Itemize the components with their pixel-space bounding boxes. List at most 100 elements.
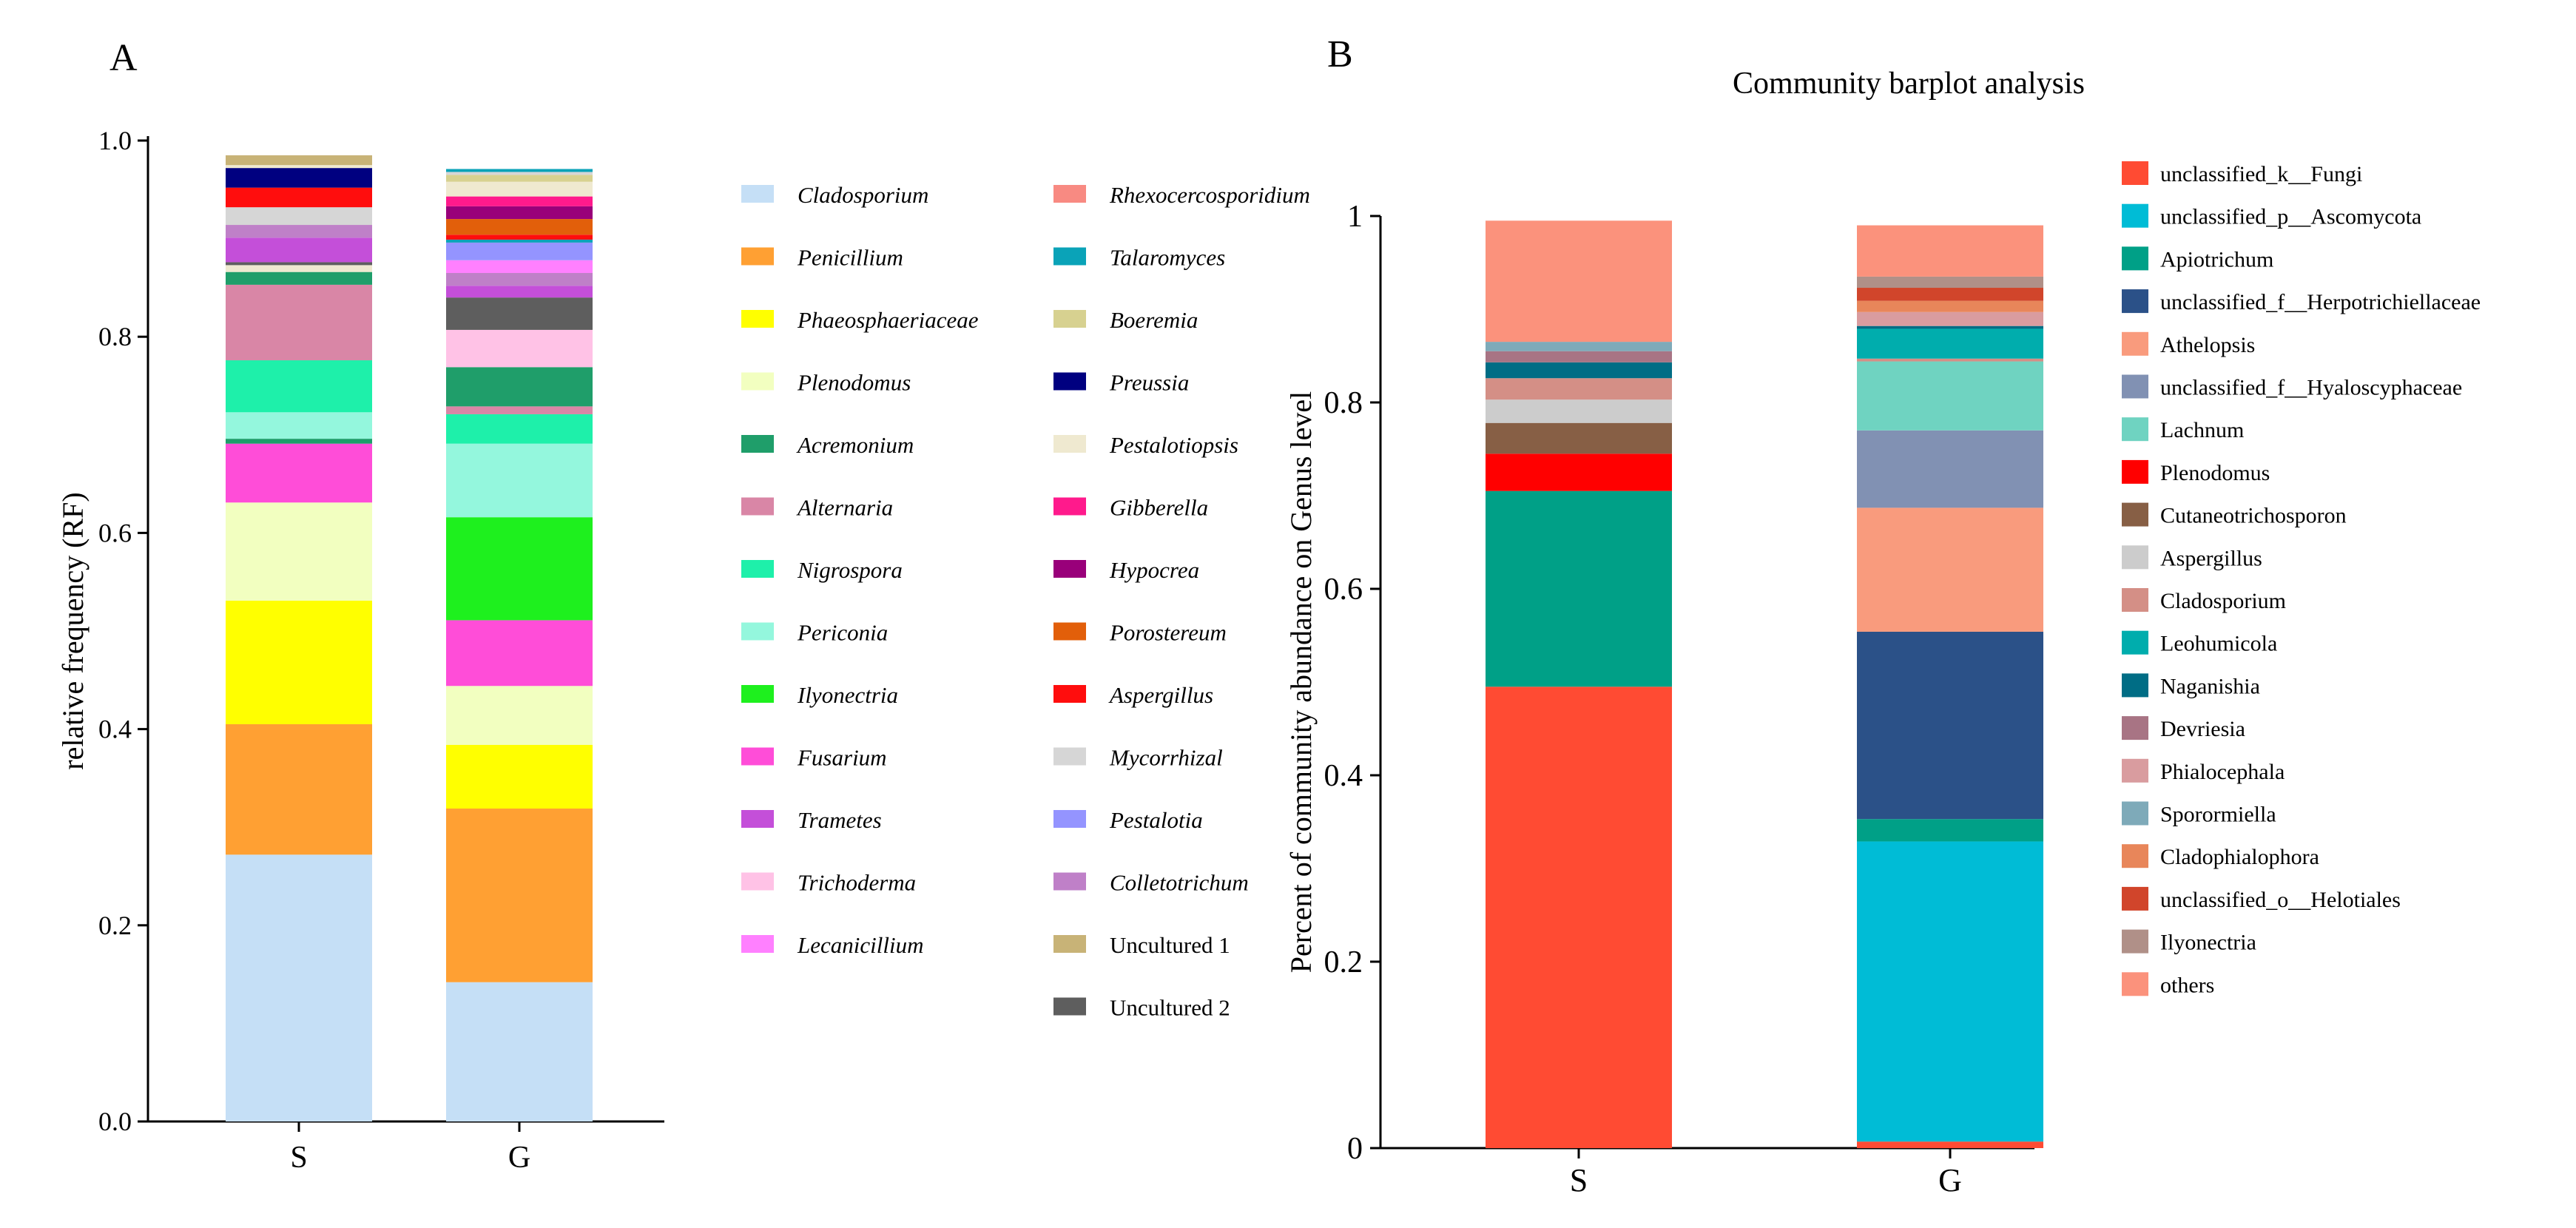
bar-segment-uncultured-1: [226, 155, 372, 166]
y-tick-label-b: 0.8: [1324, 386, 1363, 420]
bar-segment-boeremia: [446, 175, 593, 182]
legend-label-b: unclassified_f__Hyaloscyphaceae: [2160, 376, 2462, 400]
legend-swatch-a: [1053, 872, 1086, 891]
legend-swatch-b: [2122, 289, 2148, 314]
legend-label-a: Talaromyces: [1110, 245, 1225, 271]
y-tick-label-b: 1: [1347, 200, 1363, 234]
legend-swatch-a: [1053, 185, 1086, 203]
bar-segment-lecanicillium: [446, 260, 593, 274]
legend-label-b: Cladophialophora: [2160, 845, 2319, 869]
legend-swatch-b: [2122, 972, 2148, 996]
legend-label-a: Mycorrhizal: [1109, 745, 1223, 771]
legend-label-a: Rhexocercosporidium: [1109, 182, 1310, 208]
bar-segment-ilyonectria: [446, 517, 593, 621]
legend-label-a: Uncultured 2: [1110, 995, 1230, 1021]
panel-label-b: B: [1327, 33, 1353, 75]
legend-label-b: Phialocephala: [2160, 760, 2285, 784]
legend-swatch-a: [741, 435, 774, 453]
legend-label-b: Ilyonectria: [2160, 931, 2256, 955]
legend-swatch-b: [2122, 203, 2148, 228]
y-axis-label-a: relative frequency (RF): [56, 492, 90, 769]
bar-segment-pestalotiopsis: [446, 181, 593, 197]
bar-segment-gibberella: [446, 196, 593, 206]
legend-swatch-a: [1053, 810, 1086, 828]
bar-segment-aspergillus: [1486, 399, 1672, 423]
legend-label-a: Periconia: [797, 620, 888, 646]
y-tick-label-a: 0.0: [98, 1107, 132, 1136]
legend-swatch-a: [741, 872, 774, 891]
legend-swatch-b: [2122, 417, 2148, 442]
legend-swatch-a: [1053, 747, 1086, 766]
bar-segment-unclassified-f-hyaloscyphaceae: [1857, 430, 2043, 508]
bar-segment-periconia: [226, 412, 372, 439]
legend-label-b: Plenodomus: [2160, 461, 2270, 485]
bar-segment-cladophialophora: [1857, 300, 2043, 312]
bar-segment-periconia: [446, 443, 593, 518]
bar-segment-talaromyces: [446, 239, 593, 243]
y-tick-label-a: 0.2: [98, 911, 132, 940]
bar-segment-cladosporium: [446, 982, 593, 1121]
legend-label-a: Plenodomus: [797, 370, 911, 396]
panel-a: A 0.0 0.2 0.4 0.6 0.8 1.0 relative frequency (R…: [56, 37, 1310, 1175]
legend-swatch-a: [1053, 685, 1086, 703]
legend-swatch-b: [2122, 374, 2148, 399]
legend-label-a: Boeremia: [1110, 307, 1198, 333]
bar-segment-fusarium: [226, 443, 372, 503]
legend-swatch-b: [2122, 716, 2148, 740]
legend-label-b: Athelopsis: [2160, 333, 2255, 357]
bar-segment-lachnum: [1857, 361, 2043, 431]
legend-label-b: unclassified_k__Fungi: [2160, 162, 2362, 186]
y-tick-label-b: 0.4: [1324, 759, 1363, 793]
bar-segment-pestalotiopsis: [226, 265, 372, 272]
bar-segment-apiotrichum: [1486, 490, 1672, 687]
legend-label-a: Trametes: [798, 807, 882, 833]
bar-segment-unclassified-k-fungi: [1486, 686, 1672, 1148]
bar-segment-unclassified-f-herpotrichiellaceae: [1857, 631, 2043, 820]
legend-swatch-b: [2122, 630, 2148, 655]
legend-label-b: Naganishia: [2160, 674, 2260, 698]
legend-label-a: Alternaria: [796, 495, 893, 521]
bar-segment-acremonium: [226, 271, 372, 285]
legend-label-a: Ilyonectria: [797, 682, 898, 708]
bar-segment-trametes: [226, 237, 372, 263]
y-axis-label-b: Percent of community abundance on Genus …: [1284, 391, 1318, 973]
legend-label-b: Cladosporium: [2160, 589, 2286, 613]
legend-swatch-b: [2122, 588, 2148, 612]
y-tick-label-a: 0.8: [98, 322, 132, 351]
bar-segment-ilyonectria: [1857, 276, 2043, 289]
legend-label-b: Sporormiella: [2160, 803, 2276, 827]
bar-segment-colletotrichum: [446, 273, 593, 286]
bar-segment-alternaria: [446, 406, 593, 414]
legend-label-b: Devriesia: [2160, 717, 2245, 741]
bar-segment-phaeosphaeriaceae: [446, 744, 593, 809]
bar-segment-naganishia: [1857, 325, 2043, 329]
legend-label-a: Phaeosphaeriaceae: [797, 307, 979, 333]
bar-segment-plenodomus: [1486, 453, 1672, 491]
legend-swatch-b: [2122, 844, 2148, 868]
legend-label-b: Leohumicola: [2160, 632, 2277, 656]
bar-segment-colletotrichum: [226, 225, 372, 238]
x-tick-label-a: S: [290, 1141, 307, 1175]
legend-swatch-a: [1053, 997, 1086, 1016]
legend-swatch-a: [1053, 247, 1086, 266]
legend-swatch-b: [2122, 673, 2148, 698]
legend-label-b: Apiotrichum: [2160, 247, 2273, 271]
bar-segment-cladosporium: [226, 854, 372, 1121]
legend-label-b: unclassified_f__Herpotrichiellaceae: [2160, 290, 2481, 314]
x-tick-label-b: S: [1570, 1162, 1588, 1198]
legend-label-b: Lachnum: [2160, 418, 2244, 442]
bar-segment-unclassified-p-ascomycota: [1857, 841, 2043, 1142]
legend-swatch-a: [1053, 435, 1086, 453]
bar-segment-nigrospora: [446, 414, 593, 444]
legend-swatch-a: [1053, 622, 1086, 641]
legend-label-a: Pestalotia: [1109, 807, 1203, 833]
bar-segment-preussia: [226, 168, 372, 188]
bar-segment-alternaria: [226, 284, 372, 361]
legend-label-a: Pestalotiopsis: [1109, 432, 1238, 458]
bar-segment-nigrospora: [226, 360, 372, 413]
legend-label-a: Lecanicillium: [797, 932, 923, 958]
legend-label-a: Penicillium: [797, 245, 903, 271]
x-tick-label-a: G: [508, 1141, 530, 1175]
legend-label-b: others: [2160, 973, 2214, 997]
